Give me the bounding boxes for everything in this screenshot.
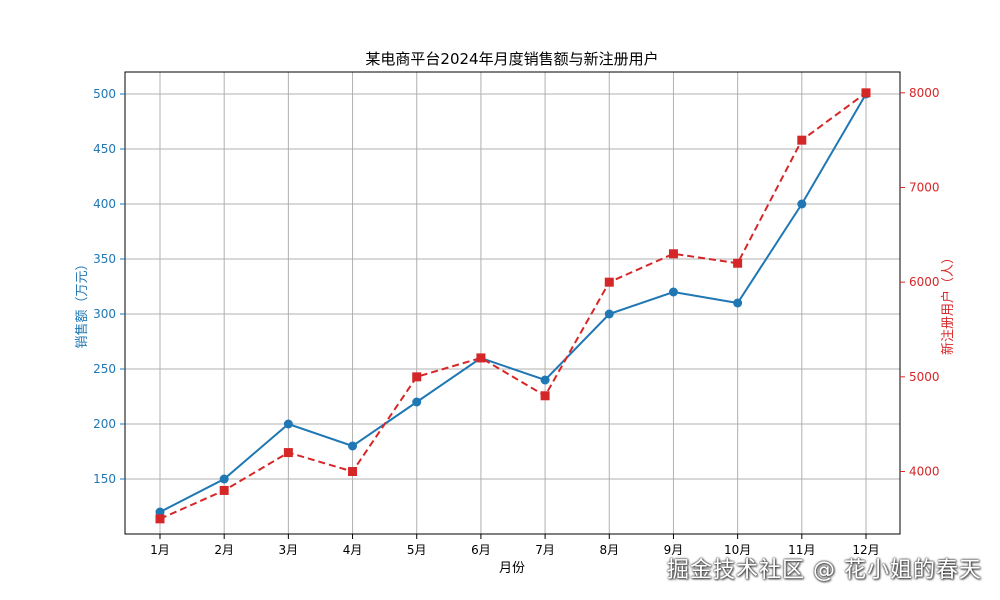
users-point bbox=[476, 353, 486, 363]
y-left-tick-label: 300 bbox=[93, 307, 116, 321]
sales-point bbox=[733, 298, 743, 308]
x-tick-label: 2月 bbox=[214, 543, 234, 557]
users-point bbox=[219, 485, 229, 495]
y-axis-right-label: 新注册用户（人） bbox=[940, 251, 956, 355]
x-tick-label: 3月 bbox=[279, 543, 299, 557]
series-group bbox=[155, 88, 871, 524]
x-tick-label: 1月 bbox=[150, 543, 170, 557]
users-point bbox=[668, 249, 678, 259]
y-right-tick-label: 7000 bbox=[909, 181, 940, 195]
users-point bbox=[861, 88, 871, 98]
sales-point bbox=[283, 419, 293, 429]
y-right-tick-label: 6000 bbox=[909, 275, 940, 289]
x-tick-label: 9月 bbox=[664, 543, 684, 557]
y-left-tick-label: 400 bbox=[93, 197, 116, 211]
y-right-tick-label: 5000 bbox=[909, 370, 940, 384]
y-left-tick-label: 200 bbox=[93, 417, 116, 431]
sales-point bbox=[604, 309, 614, 319]
y-left-tick-label: 450 bbox=[93, 142, 116, 156]
users-point bbox=[797, 135, 807, 145]
users-point bbox=[412, 372, 422, 382]
users-point bbox=[348, 467, 358, 477]
y-right-tick-label: 8000 bbox=[909, 86, 940, 100]
plot-frame bbox=[124, 71, 901, 535]
x-tick-label: 10月 bbox=[724, 543, 751, 557]
sales-point bbox=[412, 397, 422, 407]
users-point bbox=[540, 391, 550, 401]
sales-line bbox=[159, 93, 867, 513]
users-point bbox=[155, 514, 165, 524]
users-point bbox=[733, 258, 743, 268]
y-left-tick-label: 150 bbox=[93, 472, 116, 486]
y-left-tick-label: 250 bbox=[93, 362, 116, 376]
x-axis-label: 月份 bbox=[499, 561, 525, 576]
sales-point bbox=[668, 287, 678, 297]
sales-point bbox=[540, 375, 550, 385]
grid bbox=[125, 72, 900, 534]
watermark: 掘金技术社区 @ 花小姐的春天 bbox=[667, 558, 982, 583]
x-tick-label: 11月 bbox=[788, 543, 815, 557]
y-right-tick-label: 4000 bbox=[909, 465, 940, 479]
sales-point bbox=[155, 507, 165, 517]
x-tick-label: 7月 bbox=[535, 543, 555, 557]
y-left-tick-label: 350 bbox=[93, 252, 116, 266]
x-tick-label: 5月 bbox=[407, 543, 427, 557]
users-point bbox=[283, 448, 293, 458]
users-line bbox=[159, 92, 867, 520]
x-tick-label: 6月 bbox=[471, 543, 491, 557]
sales-point bbox=[348, 441, 358, 451]
x-tick-label: 12月 bbox=[852, 543, 879, 557]
axes: 1月 2月 3月 4月 5月 6月 7月 8月 9月 10月 11月 12月 150 200 250 300 3… bbox=[93, 86, 939, 557]
sales-point bbox=[797, 199, 807, 209]
chart-title: 某电商平台2024年月度销售额与新注册用户 bbox=[365, 50, 658, 68]
y-axis-left-label: 销售额（万元） bbox=[74, 257, 90, 348]
x-tick-label: 8月 bbox=[599, 543, 619, 557]
x-tick-label: 4月 bbox=[343, 543, 363, 557]
sales-point bbox=[219, 474, 229, 484]
y-left-tick-label: 500 bbox=[93, 87, 116, 101]
users-point bbox=[604, 277, 614, 287]
